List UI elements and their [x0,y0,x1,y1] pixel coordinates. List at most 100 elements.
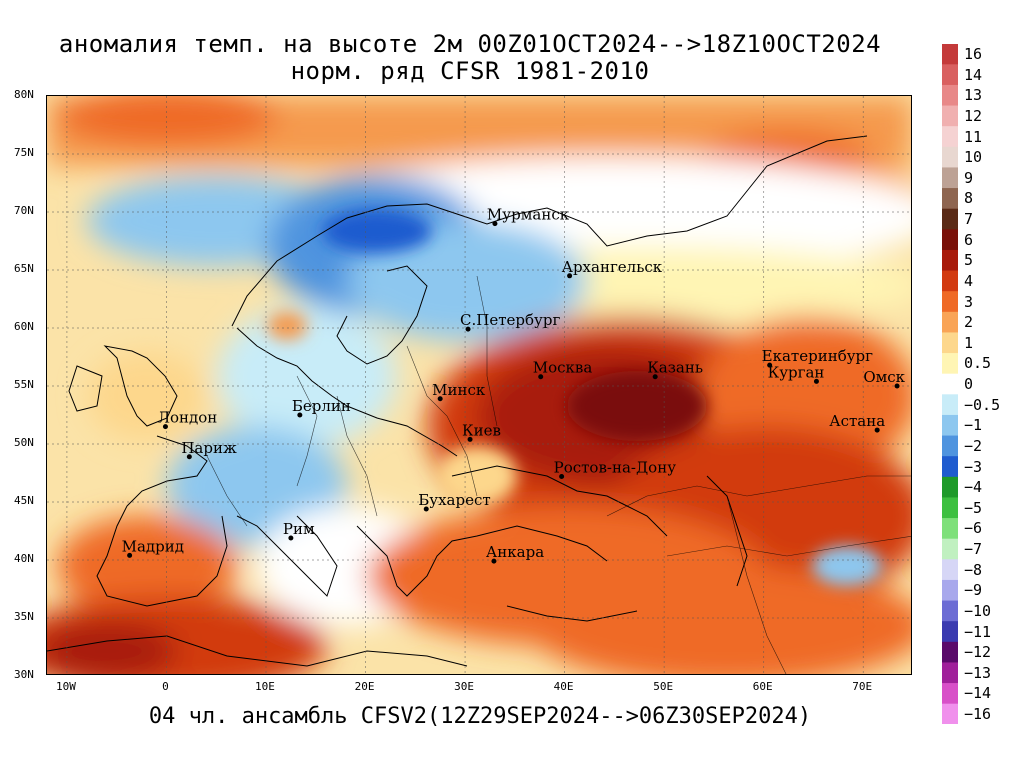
coastlines [47,135,868,667]
city-label: Москва [533,359,593,377]
city-label: Лондон [157,409,217,427]
city-dot [297,412,303,418]
city-label: Минск [432,381,486,399]
city-dot [491,558,497,564]
city-dot [288,535,294,541]
colorbar-swatch [942,600,958,622]
colorbar-label: −12 [964,643,992,662]
city-dot [767,362,773,368]
colorbar-label: 3 [964,292,974,311]
colorbar-swatch [942,229,958,251]
chart-subtitle: норм. ряд CFSR 1981-2010 [290,57,650,85]
colorbar-swatch [942,579,958,602]
colorbar: 16 14 13 12 11 10 9 8 7 6 5 4 3 2 1 0.5 0 −0.5 −1 −2 −3 −4 −5 −… [940,44,1020,724]
longitude-label: 70E [852,680,873,693]
city-dot [186,454,192,460]
city-dot [652,374,658,380]
city-label: Казань [647,359,703,377]
city-label: Екатеринбург [762,347,873,365]
city-label: Рим [283,520,315,538]
longitude-label: 40E [553,680,574,693]
chart-title: аномалия темп. на высоте 2м 00Z01OCT2024… [58,30,882,58]
city-label: Архангельск [562,258,663,276]
city-dot [465,326,471,332]
city-label: Анкара [486,543,544,561]
colorbar-swatch [942,559,958,581]
latitude-label: 40N [14,552,34,565]
borders [206,275,911,674]
colorbar-swatch [942,105,958,127]
colorbar-swatches [942,44,958,724]
city-dot [162,424,168,430]
colorbar-swatch [942,84,958,107]
colorbar-label: −3 [964,457,983,476]
latitude-label: 50N [14,436,34,449]
colorbar-swatch [942,435,958,457]
colorbar-swatch [942,44,958,65]
colorbar-swatch [942,249,958,272]
colorbar-label: −9 [964,581,983,600]
city-dot [813,378,819,384]
longitude-label: 0 [162,680,169,693]
city-label: Курган [768,363,825,381]
longitude-label: 20E [354,680,375,693]
colorbar-label: 7 [964,210,974,228]
colorbar-label: 6 [964,230,974,249]
anomaly-detail [267,209,882,586]
longitude-label: 50E [653,680,674,693]
colorbar-swatch [942,456,958,478]
ensemble-footer: 04 чл. ансамбль CFSV2(12Z29SEP2024-->06Z… [148,704,812,729]
anomaly-map: Мурманск Архангельск С.Петербург Москва Каза… [46,95,912,675]
colorbar-swatch [942,703,958,724]
city-dot [538,374,544,380]
colorbar-label: −1 [964,416,983,435]
colorbar-swatch [942,64,958,86]
colorbar-swatch [942,662,958,684]
colorbar-swatch [942,518,958,540]
colorbar-label: 5 [964,251,974,270]
colorbar-label: 9 [964,168,974,187]
colorbar-label: 11 [964,127,983,146]
colorbar-label: −14 [964,684,992,703]
city-dot [567,273,573,279]
colorbar-swatch [942,414,958,437]
colorbar-label: 14 [964,65,983,84]
colorbar-swatch [942,188,958,210]
colorbar-swatch [942,291,958,313]
colorbar-label: 0.5 [964,354,992,373]
city-label: Бухарест [418,491,490,509]
colorbar-label: −7 [964,540,983,558]
latitude-label: 30N [14,668,34,681]
colorbar-label: −0.5 [964,395,1001,414]
city-dot [127,552,133,558]
colorbar-swatch [942,208,958,230]
longitude-label: 60E [752,680,773,693]
colorbar-swatch [942,353,958,375]
city-label: Астана [829,412,885,430]
colorbar-swatch [942,311,958,333]
city-label: Ростов-на-Дону [554,458,677,476]
graticule [47,96,911,674]
city-dot [437,396,443,402]
city-label: С.Петербург [460,311,560,329]
colorbar-label: 16 [964,45,983,63]
city-label: Киев [462,421,501,439]
colorbar-label: −8 [964,560,983,579]
city-dot [492,221,498,227]
colorbar-label: −5 [964,498,983,517]
colorbar-swatch [942,476,958,498]
latitude-label: 45N [14,494,34,507]
city-label: Мурманск [487,206,570,224]
colorbar-label: 12 [964,106,983,125]
city-dot [559,473,565,479]
colorbar-label: −10 [964,601,992,620]
city-label: Берлин [292,397,351,415]
colorbar-swatch [942,497,958,519]
latitude-label: 60N [14,320,34,333]
latitude-label: 55N [14,378,34,391]
longitude-label: 10E [255,680,275,693]
longitude-label: 10W [55,680,76,693]
colorbar-label: −6 [964,519,983,538]
city-dot [467,436,473,442]
longitude-label: 30E [454,680,474,693]
